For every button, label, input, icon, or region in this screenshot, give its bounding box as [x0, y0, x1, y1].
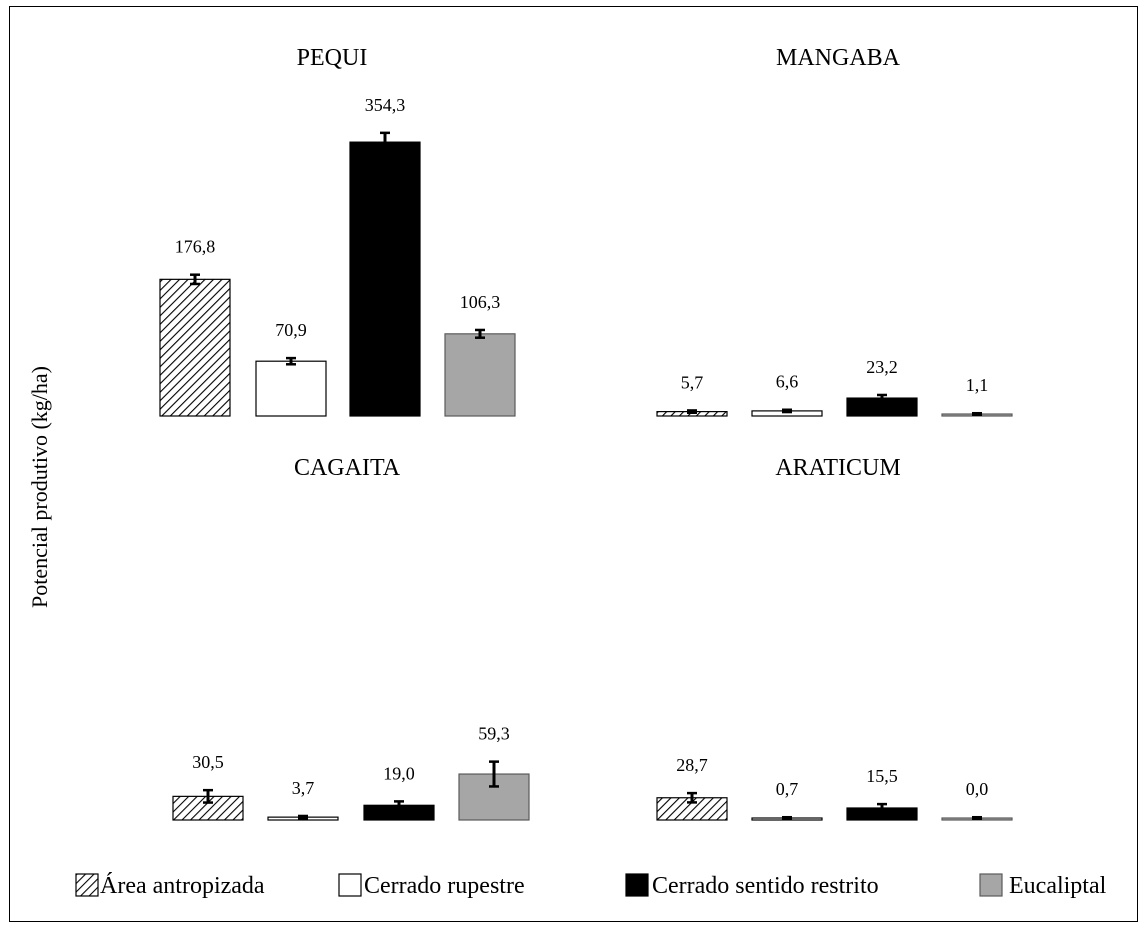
legend-swatch — [75, 873, 99, 897]
panel-cagaita: CAGAITA 30,5 3,7 19,0 59,3 — [172, 455, 530, 821]
data-label: 59,3 — [478, 724, 510, 744]
legend-label: Cerrado sentido restrito — [652, 873, 879, 899]
data-label: 23,2 — [866, 357, 898, 377]
data-label: 1,1 — [966, 375, 989, 395]
bar-1 — [255, 360, 327, 417]
data-label: 30,5 — [192, 752, 224, 772]
legend-entry-1: Cerrado rupestre — [338, 873, 525, 899]
legend-entry-2: Cerrado sentido restrito — [625, 873, 879, 899]
bar-2 — [349, 141, 421, 417]
panel-title: CAGAITA — [294, 455, 401, 481]
panels: PEQUI 176,8 70,9 354,3 106,3 MANGABA 5,7 6,6 23,… — [159, 45, 1013, 821]
legend-entry-3: Eucaliptal — [979, 873, 1107, 899]
legend-entry-0: Área antropizada — [75, 873, 265, 899]
legend-swatch — [338, 873, 362, 897]
legend-label: Eucaliptal — [1009, 873, 1107, 899]
panel-araticum: ARATICUM 28,7 0,7 15,5 0,0 — [656, 455, 1013, 821]
panel-title: ARATICUM — [775, 455, 900, 481]
data-label: 28,7 — [676, 755, 708, 775]
legend: Área antropizada Cerrado rupestre Cerrado … — [75, 873, 1107, 899]
y-axis-label: Potencial produtivo (kg/ha) — [27, 366, 52, 608]
data-label: 70,9 — [275, 320, 307, 340]
legend-label: Área antropizada — [100, 873, 265, 899]
data-label: 5,7 — [681, 372, 704, 392]
data-label: 3,7 — [292, 778, 315, 798]
bar-3 — [444, 333, 516, 417]
legend-swatch — [979, 873, 1003, 897]
data-label: 15,5 — [866, 766, 898, 786]
bar-0 — [159, 278, 231, 417]
data-label: 0,0 — [966, 779, 989, 799]
data-label: 0,7 — [776, 779, 799, 799]
panel-title: MANGABA — [776, 45, 901, 71]
panel-mangaba: MANGABA 5,7 6,6 23,2 1,1 — [656, 45, 1013, 417]
legend-swatch — [625, 873, 649, 897]
data-label: 354,3 — [365, 95, 406, 115]
panel-pequi: PEQUI 176,8 70,9 354,3 106,3 — [159, 45, 516, 417]
data-label: 106,3 — [460, 292, 501, 312]
legend-label: Cerrado rupestre — [364, 873, 525, 899]
panel-title: PEQUI — [297, 45, 368, 71]
data-label: 19,0 — [383, 763, 415, 783]
data-label: 6,6 — [776, 372, 799, 392]
chart-frame — [9, 6, 1138, 922]
data-label: 176,8 — [175, 237, 216, 257]
